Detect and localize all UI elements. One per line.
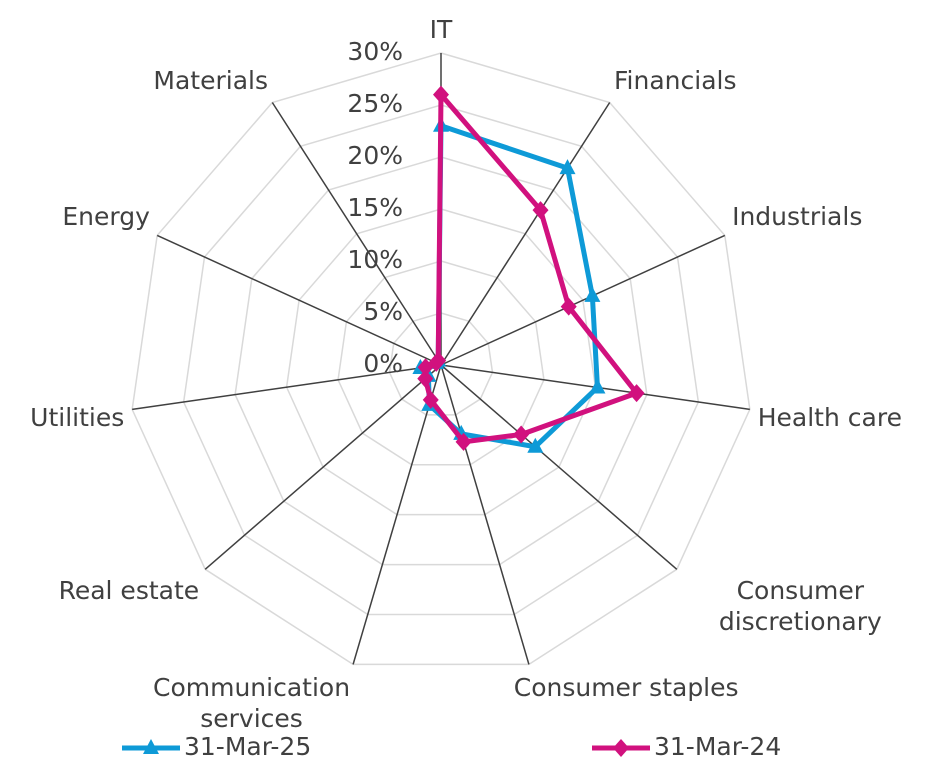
r-tick-label: 25% [347, 89, 403, 118]
data-point [628, 384, 645, 403]
series-line [422, 92, 640, 445]
grid-ring [182, 104, 700, 616]
axis-spoke [440, 102, 611, 366]
grid-ring [285, 208, 597, 516]
axis-spoke [271, 102, 442, 366]
category-label: Real estate [58, 575, 200, 605]
grid-ring [337, 260, 545, 466]
r-tick-label: 10% [347, 245, 403, 274]
data-point [422, 390, 439, 409]
r-tick-label: 5% [363, 297, 403, 326]
axis-spoke [132, 364, 442, 411]
legend-marker [143, 739, 159, 754]
axis-spoke [352, 364, 442, 665]
data-point [417, 369, 434, 388]
grid-ring [234, 156, 648, 566]
data-point [584, 286, 601, 302]
data-point [527, 437, 544, 453]
category-label: Industrials [732, 202, 863, 232]
category-label: IT [429, 15, 453, 44]
axis-spoke [440, 364, 678, 570]
data-point [559, 159, 576, 175]
data-point [430, 351, 447, 370]
category-label: Health care [757, 402, 902, 432]
data-point [560, 297, 577, 316]
category-label: Consumer staples [513, 673, 739, 703]
data-point [455, 432, 472, 451]
r-tick-label: 30% [347, 37, 403, 66]
legend-label: 31-Mar-25 [184, 732, 311, 760]
data-point [589, 378, 606, 394]
data-point [513, 425, 530, 444]
axis-spoke [440, 234, 726, 366]
category-label: Financials [614, 65, 737, 95]
r-tick-label: 15% [347, 193, 403, 222]
axis-spoke [156, 234, 442, 366]
category-label: Communication services [153, 673, 351, 734]
legend-label: 31-Mar-24 [654, 732, 781, 760]
data-point [532, 201, 549, 220]
category-label: Energy [62, 202, 150, 232]
legend-marker [613, 739, 629, 757]
r-tick-label: 0% [363, 349, 403, 378]
category-label: Materials [153, 65, 268, 95]
r-tick-label: 20% [347, 141, 403, 170]
category-label: Utilities [30, 402, 125, 432]
category-label: Consumer discretionary [718, 575, 882, 636]
axis-spoke [440, 364, 530, 665]
axis-spoke [204, 364, 442, 570]
grid-ring [131, 52, 751, 666]
data-point [433, 85, 449, 104]
